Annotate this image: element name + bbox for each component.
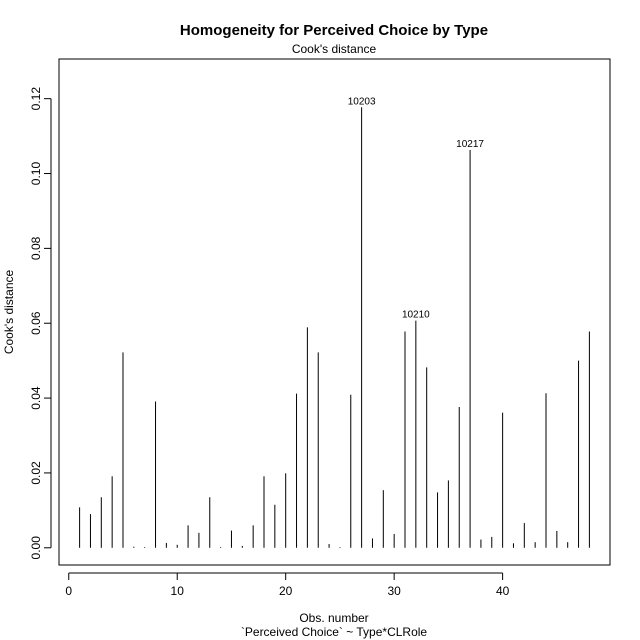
point-label-10217: 10217 <box>456 139 484 150</box>
y-tick-label-2: 0.04 <box>29 386 43 410</box>
point-label-10203: 10203 <box>348 96 376 107</box>
point-label-10210: 10210 <box>402 310 430 321</box>
plot-frame <box>58 58 611 566</box>
x-axis-label: Obs. number <box>299 611 368 625</box>
y-tick-label-0: 0.00 <box>29 536 43 560</box>
y-tick-label-6: 0.12 <box>29 87 43 111</box>
y-tick-label-3: 0.06 <box>29 311 43 335</box>
y-axis: 0.00 0.02 0.04 0.06 0.08 0.10 0.12 <box>29 87 52 560</box>
bars-group <box>79 107 590 548</box>
annotations-group: 10203 10210 10217 <box>348 96 485 320</box>
x-tick-label-20: 20 <box>279 584 293 598</box>
chart-subtitle: Cook's distance <box>292 42 377 56</box>
x-tick-label-0: 0 <box>65 584 72 598</box>
x-axis-formula-label: `Perceived Choice` ~ Type*CLRole <box>241 625 428 639</box>
y-tick-label-1: 0.02 <box>29 461 43 485</box>
y-tick-label-4: 0.08 <box>29 236 43 260</box>
y-tick-label-5: 0.10 <box>29 162 43 186</box>
chart-title: Homogeneity for Perceived Choice by Type <box>180 22 488 39</box>
x-tick-label-40: 40 <box>496 584 510 598</box>
x-tick-label-10: 10 <box>171 584 185 598</box>
x-tick-label-30: 30 <box>387 584 401 598</box>
x-axis: 0 10 20 30 40 <box>65 572 510 598</box>
y-axis-label: Cook's distance <box>2 270 16 355</box>
